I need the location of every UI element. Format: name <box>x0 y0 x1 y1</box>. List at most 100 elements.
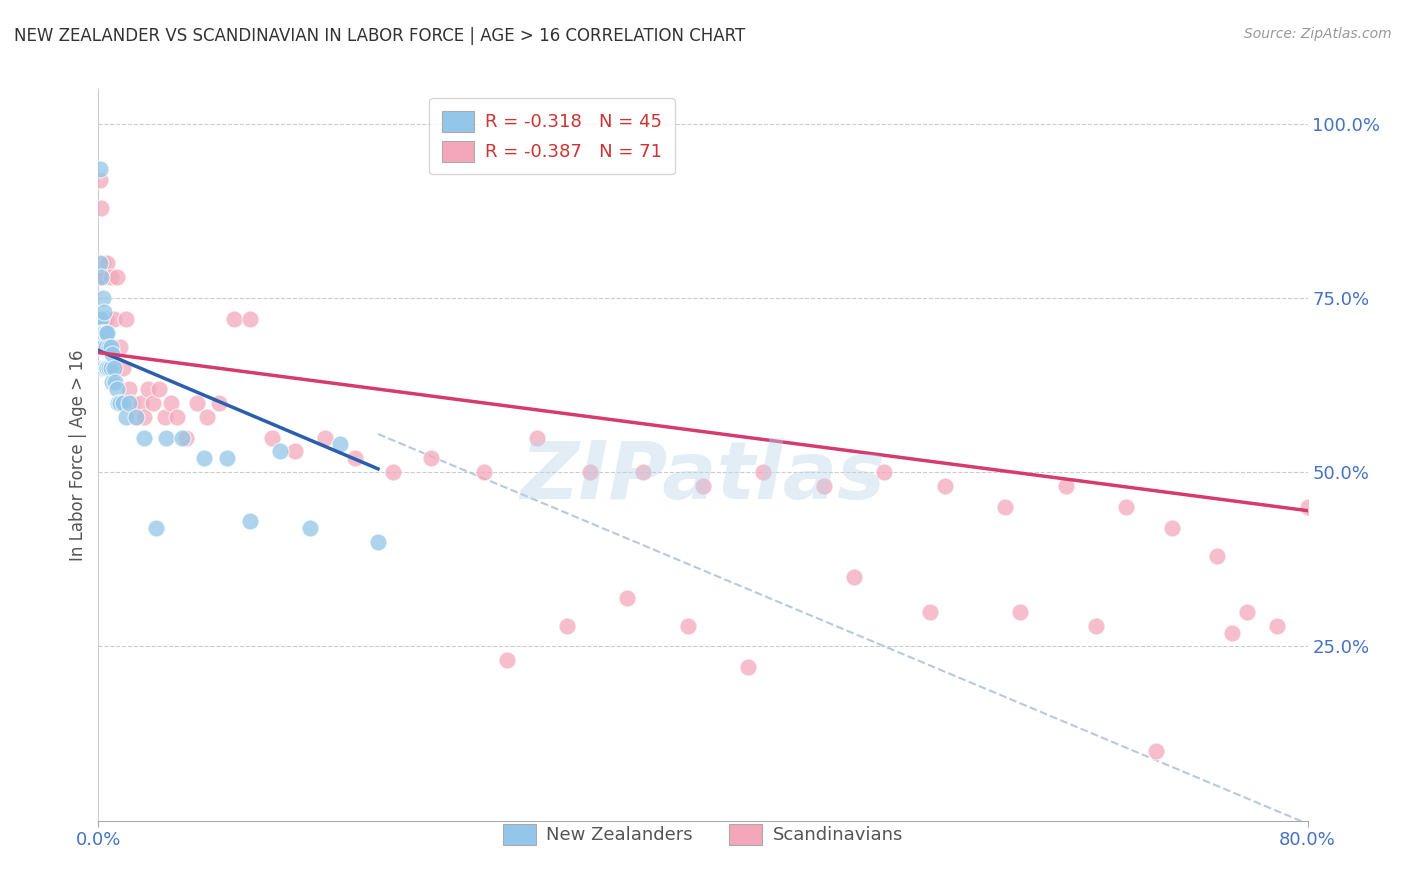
Point <box>136 382 159 396</box>
Point <box>94 360 117 375</box>
Text: NEW ZEALANDER VS SCANDINAVIAN IN LABOR FORCE | AGE > 16 CORRELATION CHART: NEW ZEALANDER VS SCANDINAVIAN IN LABOR F… <box>14 27 745 45</box>
Point <box>90 360 112 375</box>
Point <box>129 395 152 409</box>
Point <box>89 340 111 354</box>
Point <box>90 201 112 215</box>
Point <box>103 312 125 326</box>
Point <box>101 375 124 389</box>
Point <box>155 430 177 444</box>
Point <box>166 409 188 424</box>
Point <box>94 340 117 354</box>
Point <box>96 256 118 270</box>
Point <box>132 409 155 424</box>
Point <box>170 430 193 444</box>
Point <box>994 500 1017 515</box>
Point <box>262 430 284 444</box>
Point <box>91 326 114 340</box>
Point <box>284 444 307 458</box>
Point <box>94 360 117 375</box>
Point <box>1220 625 1243 640</box>
Point <box>93 340 115 354</box>
Point <box>752 466 775 480</box>
Text: ZIPatlas: ZIPatlas <box>520 438 886 516</box>
Point <box>105 382 128 396</box>
Point <box>104 375 127 389</box>
Point <box>186 395 208 409</box>
Point <box>98 360 121 375</box>
Point <box>90 326 112 340</box>
Point <box>118 395 141 409</box>
Point <box>239 312 262 326</box>
Point <box>193 451 215 466</box>
Point <box>90 270 112 285</box>
Point <box>174 430 197 444</box>
Text: Source: ZipAtlas.com: Source: ZipAtlas.com <box>1244 27 1392 41</box>
Point <box>98 360 121 375</box>
Point <box>93 305 115 319</box>
Point <box>578 466 600 480</box>
Point <box>918 605 941 619</box>
Point <box>526 430 548 444</box>
Point <box>100 340 122 354</box>
Point <box>344 451 367 466</box>
Point <box>93 270 115 285</box>
Point <box>873 466 896 480</box>
Point <box>96 326 118 340</box>
Legend: New Zealanders, Scandinavians: New Zealanders, Scandinavians <box>496 816 910 852</box>
Point <box>100 270 122 285</box>
Point <box>367 535 389 549</box>
Point <box>94 312 117 326</box>
Point <box>631 466 654 480</box>
Point <box>121 395 143 409</box>
Point <box>1236 605 1258 619</box>
Point <box>101 347 124 361</box>
Point <box>108 340 131 354</box>
Point <box>91 256 114 270</box>
Point <box>145 521 167 535</box>
Point <box>89 312 111 326</box>
Point <box>160 395 183 409</box>
Point <box>105 270 128 285</box>
Point <box>103 360 125 375</box>
Point <box>676 618 699 632</box>
Point <box>1267 618 1289 632</box>
Point <box>1206 549 1229 563</box>
Point <box>148 382 170 396</box>
Point <box>91 291 114 305</box>
Point <box>100 360 122 375</box>
Point <box>153 409 176 424</box>
Point <box>934 479 956 493</box>
Point <box>224 312 246 326</box>
Point <box>692 479 714 493</box>
Point <box>104 360 127 375</box>
Point <box>91 312 114 326</box>
Point <box>114 409 136 424</box>
Point <box>94 326 117 340</box>
Point <box>239 514 262 528</box>
Point <box>329 437 352 451</box>
Point <box>555 618 578 632</box>
Point <box>737 660 759 674</box>
Point <box>107 395 129 409</box>
Point <box>1144 744 1167 758</box>
Point <box>98 340 121 354</box>
Point <box>844 570 866 584</box>
Point <box>195 409 218 424</box>
Point <box>111 360 134 375</box>
Point <box>472 466 495 480</box>
Point <box>132 430 155 444</box>
Point <box>93 360 115 375</box>
Point <box>314 430 336 444</box>
Point <box>269 444 291 458</box>
Point <box>114 312 136 326</box>
Point <box>90 270 112 285</box>
Y-axis label: In Labor Force | Age > 16: In Labor Force | Age > 16 <box>69 349 87 561</box>
Point <box>93 326 115 340</box>
Point <box>1054 479 1077 493</box>
Point <box>108 395 131 409</box>
Point <box>101 340 124 354</box>
Point <box>382 466 405 480</box>
Point <box>90 312 112 326</box>
Point <box>420 451 443 466</box>
Point <box>91 340 114 354</box>
